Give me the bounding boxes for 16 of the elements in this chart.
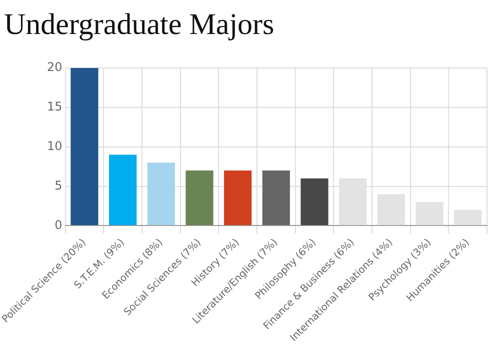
y-tick-label: 5 [54, 178, 62, 192]
bar [300, 178, 328, 226]
bar [262, 170, 290, 226]
chart-title: Undergraduate Majors [4, 8, 274, 41]
bar [416, 202, 444, 226]
y-tick-label: 20 [47, 60, 62, 74]
bar [147, 162, 175, 226]
y-tick-label: 15 [47, 100, 62, 114]
y-tick-label: 0 [54, 218, 62, 232]
bar [186, 170, 214, 226]
bar [377, 194, 405, 226]
y-tick-label: 10 [47, 138, 62, 153]
bar [109, 154, 137, 226]
bar [454, 210, 482, 226]
bar [70, 68, 98, 226]
bar [224, 170, 252, 226]
